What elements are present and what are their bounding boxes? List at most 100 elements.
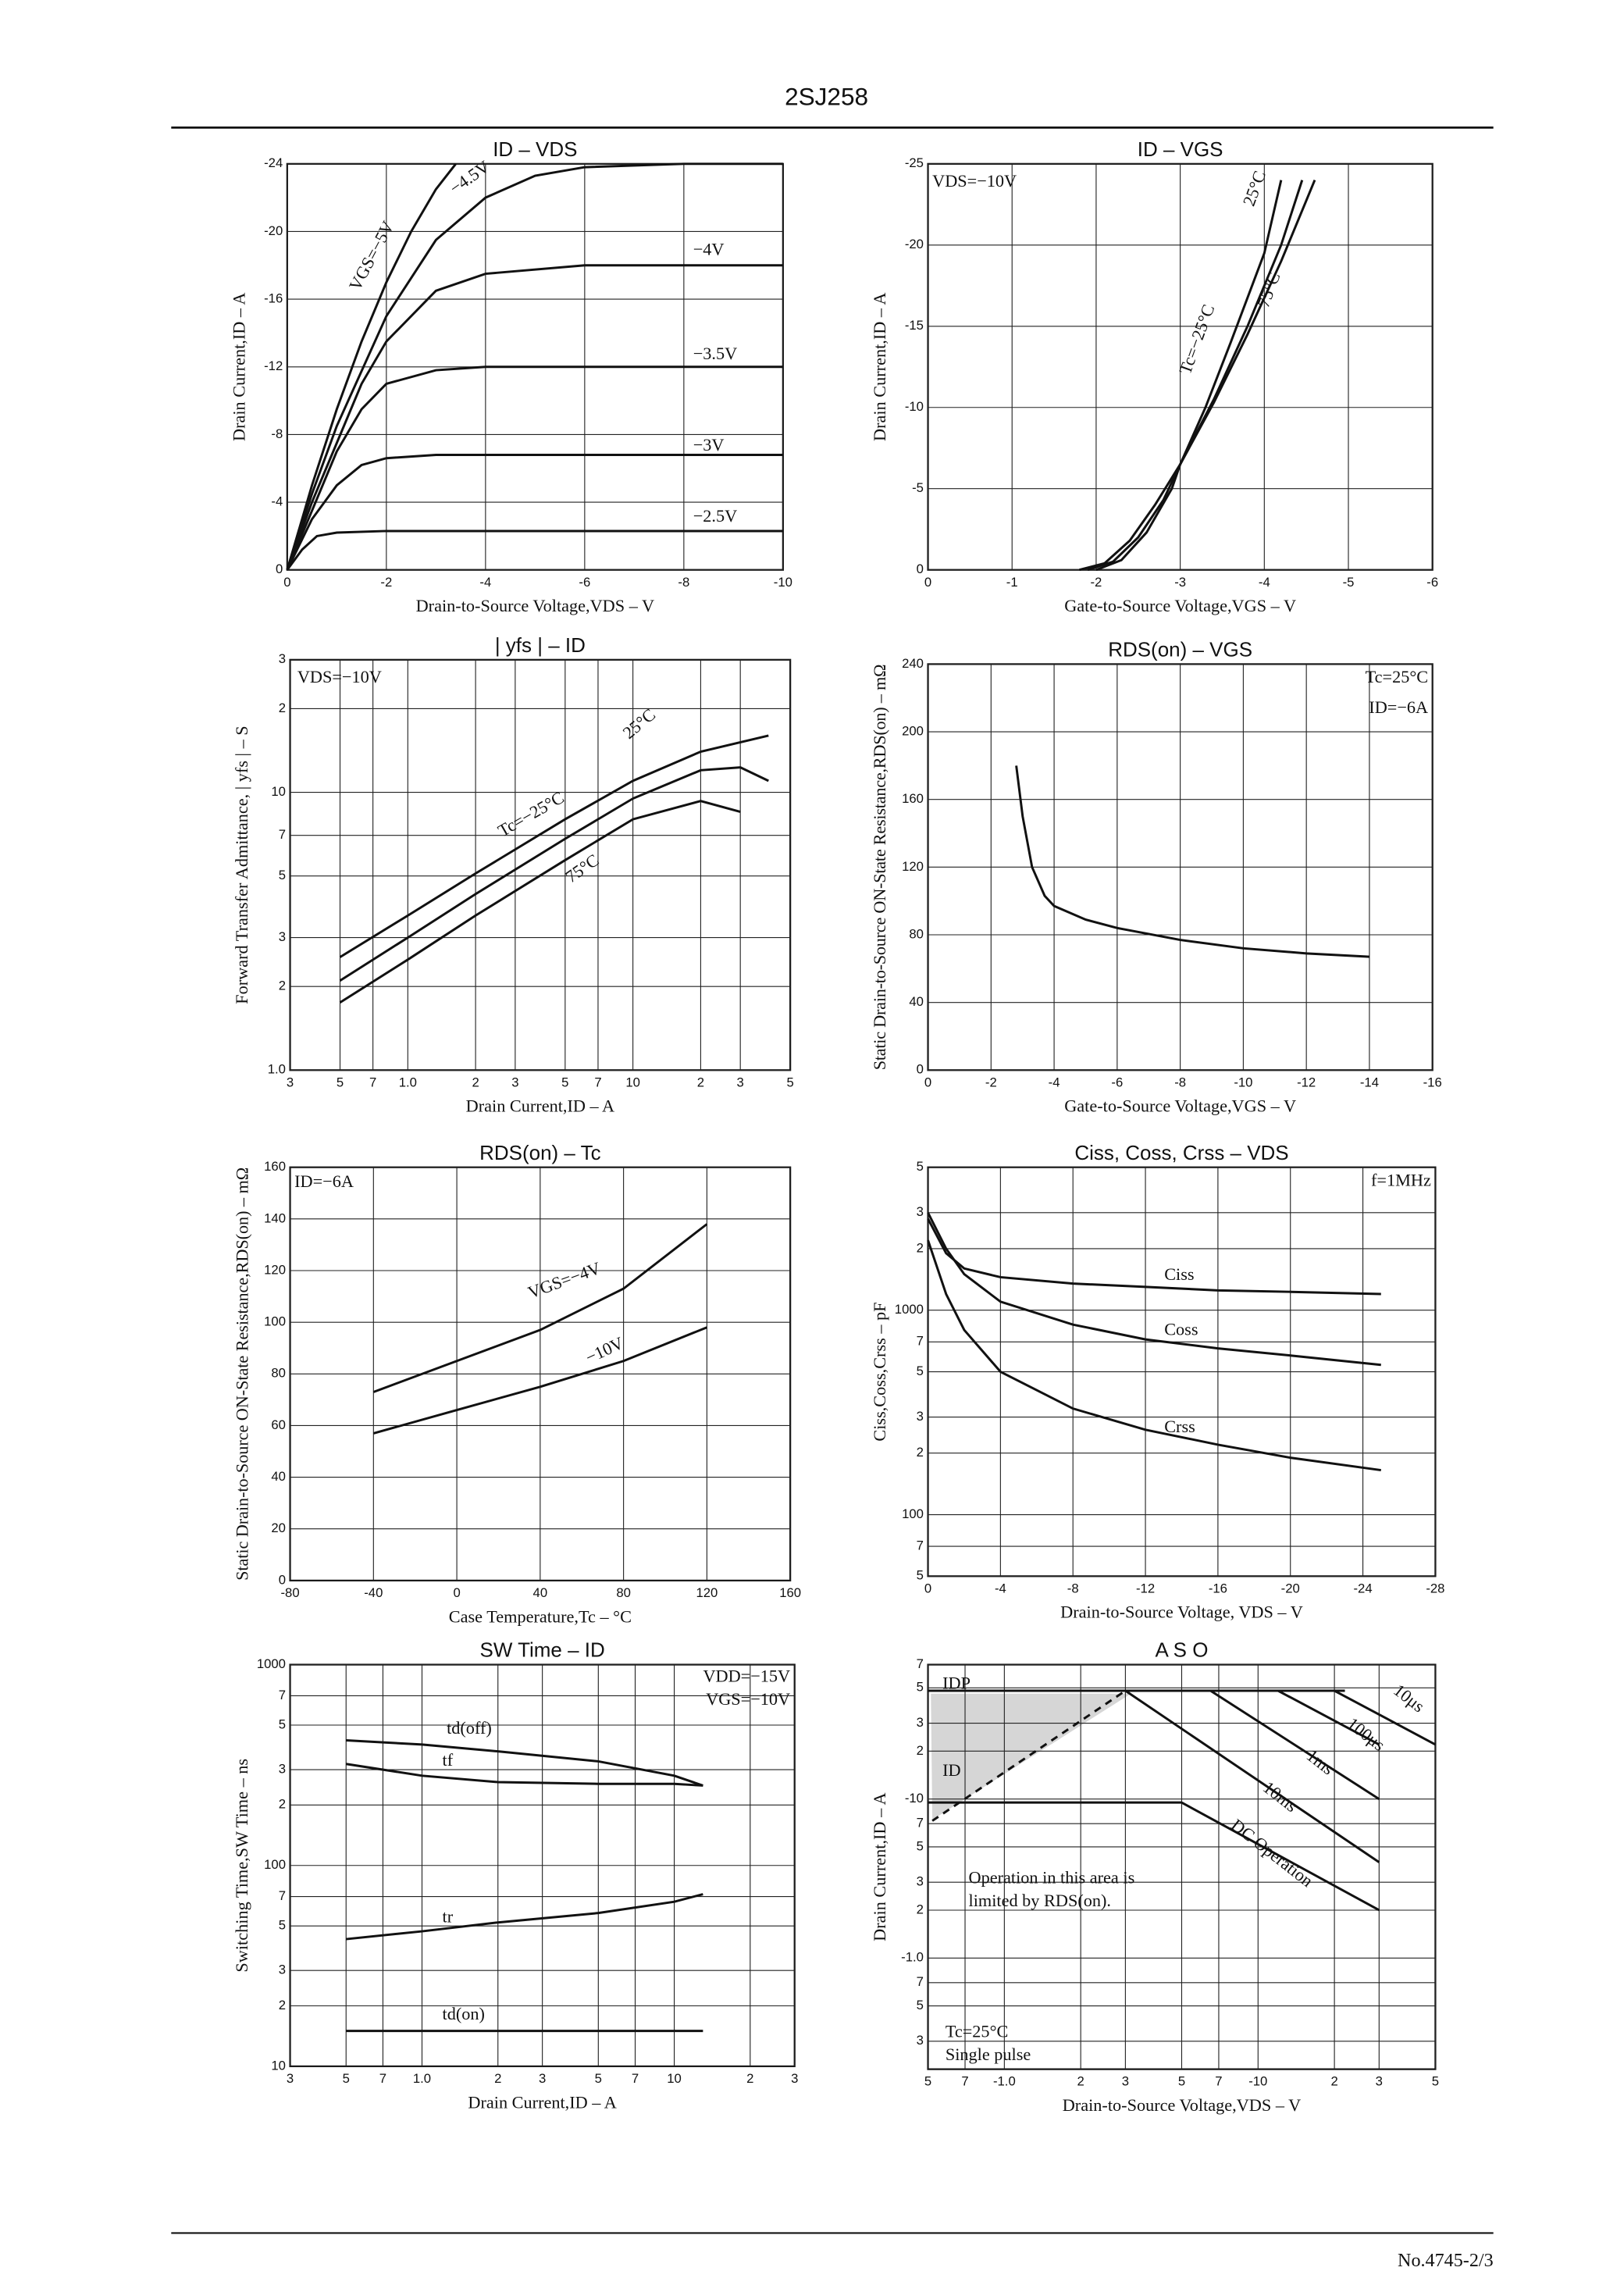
curve-label: VGS=−5V bbox=[345, 218, 398, 294]
plot-frame bbox=[289, 658, 792, 1071]
y-tick-label: -10 bbox=[905, 399, 924, 414]
annotation: VDS=−10V bbox=[297, 667, 382, 686]
curve-label: tf bbox=[443, 1750, 454, 1770]
y-tick-label: 7 bbox=[917, 1538, 924, 1553]
y-axis-label: Ciss,Coss,Crss – pF bbox=[870, 1302, 889, 1441]
x-tick-label: -6 bbox=[1426, 575, 1438, 590]
x-tick-label: 2 bbox=[1330, 2074, 1337, 2089]
y-tick-label: -20 bbox=[905, 237, 924, 251]
y-tick-label: 0 bbox=[917, 561, 924, 576]
y-tick-label: 7 bbox=[917, 1334, 924, 1349]
y-tick-label: 120 bbox=[902, 859, 924, 874]
x-axis-label: Drain-to-Source Voltage,VDS – V bbox=[1063, 2095, 1302, 2115]
y-tick-label: 5 bbox=[279, 868, 286, 882]
curve bbox=[286, 529, 783, 571]
y-tick-label: 2 bbox=[279, 979, 286, 993]
curve bbox=[286, 365, 783, 571]
x-axis-label: Gate-to-Source Voltage,VGS – V bbox=[1064, 1096, 1296, 1116]
x-tick-label: 5 bbox=[595, 2071, 602, 2086]
curve-label: td(on) bbox=[443, 2004, 485, 2023]
y-axis-label: Static Drain-to-Source ON-State Resistan… bbox=[232, 1168, 251, 1581]
y-tick-label: 240 bbox=[902, 656, 924, 671]
y-tick-label: 3 bbox=[279, 1963, 286, 1977]
x-tick-label: 2 bbox=[1077, 2074, 1084, 2089]
y-tick-label: 7 bbox=[279, 827, 286, 842]
curve-label: 100μs bbox=[1344, 1713, 1389, 1755]
rds-limited-area bbox=[931, 1693, 1131, 1820]
curve-label: Tc=−25°C bbox=[494, 787, 567, 840]
y-tick-label: 3 bbox=[279, 651, 286, 666]
x-tick-label: 0 bbox=[453, 1585, 460, 1600]
y-tick-label: 3 bbox=[917, 1204, 924, 1219]
x-tick-label: -6 bbox=[579, 575, 590, 590]
curve bbox=[339, 734, 769, 958]
x-tick-label: -12 bbox=[1136, 1581, 1155, 1595]
curve bbox=[1124, 1689, 1380, 1863]
y-tick-label: 200 bbox=[902, 723, 924, 738]
y-tick-label: 2 bbox=[917, 1240, 924, 1255]
annotation: ID=−6A bbox=[1369, 697, 1428, 717]
x-tick-label: -24 bbox=[1353, 1581, 1372, 1595]
x-tick-label: 2 bbox=[494, 2071, 501, 2086]
x-tick-label: -2 bbox=[380, 575, 392, 590]
y-tick-label: 2 bbox=[917, 1743, 924, 1758]
x-tick-label: -12 bbox=[1297, 1075, 1316, 1089]
y-tick-label: 40 bbox=[271, 1469, 286, 1484]
x-tick-label: 5 bbox=[561, 1075, 568, 1089]
y-tick-label: -12 bbox=[264, 358, 283, 373]
chart-title: ID – VDS bbox=[493, 137, 577, 161]
y-tick-label: 3 bbox=[917, 2033, 924, 2048]
curve-label: 25°C bbox=[1239, 168, 1270, 209]
curve bbox=[339, 800, 741, 1004]
curve bbox=[1095, 180, 1304, 572]
curve-label: −4.5V bbox=[446, 157, 493, 198]
y-tick-label: 7 bbox=[917, 1656, 924, 1671]
y-tick-label: 7 bbox=[279, 1888, 286, 1903]
x-tick-label: -80 bbox=[280, 1585, 299, 1600]
y-tick-label: 10 bbox=[271, 784, 286, 799]
y-tick-label: 3 bbox=[279, 1761, 286, 1776]
y-tick-label: 140 bbox=[264, 1210, 286, 1225]
x-tick-label: -28 bbox=[1426, 1581, 1444, 1595]
y-tick-label: 7 bbox=[279, 1688, 286, 1702]
curve-label: −2.5V bbox=[693, 506, 737, 526]
x-axis-label: Drain Current,ID – A bbox=[468, 2092, 616, 2112]
x-tick-label: 120 bbox=[696, 1585, 718, 1600]
x-tick-label: -4 bbox=[995, 1581, 1006, 1595]
y-tick-label: 5 bbox=[917, 1838, 924, 1853]
y-tick-label: 3 bbox=[279, 929, 286, 944]
x-tick-label: 5 bbox=[1432, 2074, 1439, 2089]
y-tick-label: 100 bbox=[902, 1506, 924, 1521]
x-tick-label: 10 bbox=[625, 1075, 640, 1089]
y-tick-label: 1.0 bbox=[268, 1062, 286, 1077]
curve-label: tr bbox=[443, 1907, 454, 1927]
y-tick-label: 2 bbox=[279, 1998, 286, 2012]
y-tick-label: 160 bbox=[902, 791, 924, 806]
curve bbox=[1181, 1801, 1380, 1912]
x-tick-label: 3 bbox=[287, 1075, 294, 1089]
y-axis-label: Drain Current,ID – A bbox=[870, 1792, 889, 1941]
x-tick-label: 2 bbox=[697, 1075, 704, 1089]
x-tick-label: -16 bbox=[1423, 1075, 1442, 1089]
y-tick-label: -15 bbox=[905, 318, 924, 333]
curve-label: DC Operation bbox=[1227, 1815, 1316, 1891]
x-tick-label: 0 bbox=[924, 1581, 931, 1595]
y-tick-label: 0 bbox=[276, 561, 283, 576]
x-tick-label: -14 bbox=[1360, 1075, 1379, 1089]
x-tick-label: -8 bbox=[1067, 1581, 1079, 1595]
y-tick-label: 3 bbox=[917, 1409, 924, 1424]
y-tick-label: 5 bbox=[279, 1717, 286, 1731]
annotation: VDD=−15V bbox=[703, 1666, 790, 1685]
annotation: VGS=−10V bbox=[706, 1689, 790, 1709]
chart-title: RDS(on) – VGS bbox=[1108, 638, 1252, 661]
y-tick-label: -5 bbox=[912, 480, 924, 495]
y-tick-label: 100 bbox=[264, 1314, 286, 1329]
curve-label: −3V bbox=[693, 435, 725, 455]
x-tick-label: 3 bbox=[287, 2071, 294, 2086]
curve bbox=[927, 1217, 1381, 1296]
y-tick-label: 0 bbox=[279, 1572, 286, 1587]
curve-label: Coss bbox=[1164, 1320, 1198, 1339]
y-axis-label: Drain Current,ID – A bbox=[230, 293, 249, 441]
curve bbox=[927, 1212, 1381, 1367]
curve-label: Crss bbox=[1164, 1417, 1195, 1436]
